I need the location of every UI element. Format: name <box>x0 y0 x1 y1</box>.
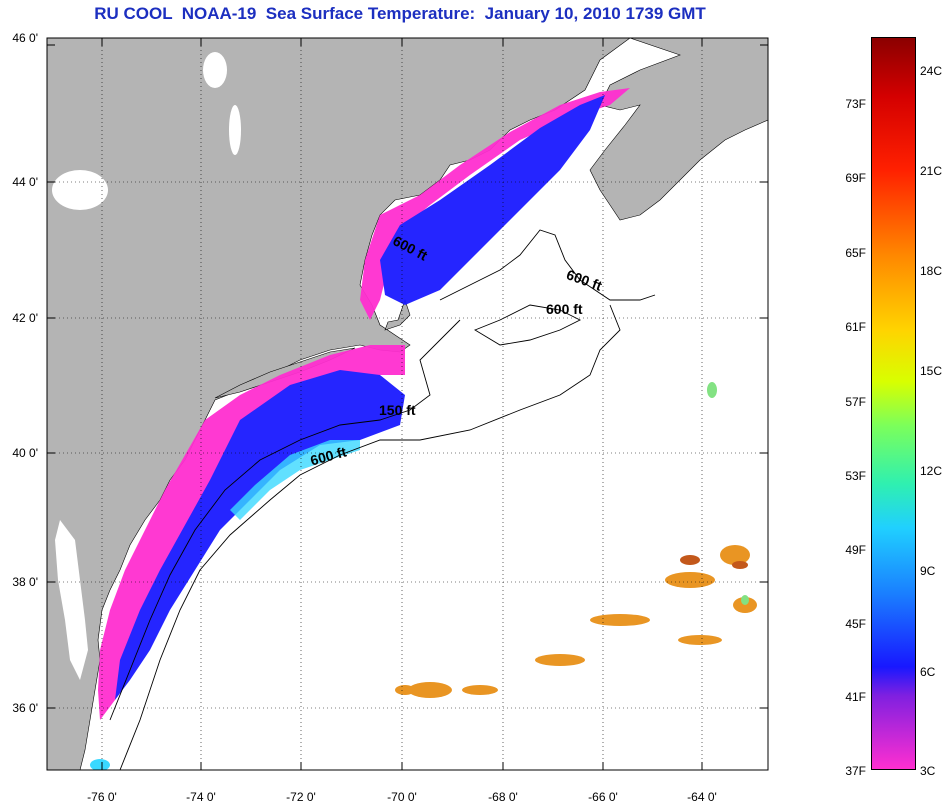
lat-label-40: 40 0' <box>12 446 38 460</box>
colorbar-f-label: 37F <box>845 764 866 778</box>
lat-label-42: 42 0' <box>12 311 38 325</box>
colorbar-f-label: 57F <box>845 395 866 409</box>
sst-green-patches <box>707 382 749 605</box>
lat-label-38: 38 0' <box>12 575 38 589</box>
colorbar-c-label: 15C <box>920 364 943 378</box>
lon-label-72: -72 0' <box>286 790 316 804</box>
colorbar-f-label: 41F <box>845 690 866 704</box>
lake <box>229 105 241 155</box>
sst-band-shelf-edge-mid <box>230 440 360 520</box>
colorbar-f-label: 53F <box>845 469 866 483</box>
sst-hot-patches <box>680 555 748 569</box>
colorbar-c-label: 9C <box>920 564 936 578</box>
sst-warm-patches <box>395 545 757 698</box>
lon-label-64: -64 0' <box>687 790 717 804</box>
colorbar-f-label: 61F <box>845 320 866 334</box>
sst-band-gulf-of-maine-cool <box>380 95 605 305</box>
colorbar-f-label: 69F <box>845 171 866 185</box>
colorbar-c-label: 3C <box>920 764 936 778</box>
colorbar-c-label: 12C <box>920 464 943 478</box>
graticule <box>47 38 768 770</box>
map-title: RU COOL NOAA-19 Sea Surface Temperature:… <box>94 4 706 23</box>
contour-label-150ft: 150 ft <box>379 402 416 418</box>
lon-label-74: -74 0' <box>186 790 216 804</box>
lon-label-70: -70 0' <box>387 790 417 804</box>
colorbar-c-label: 6C <box>920 665 936 679</box>
colorbar-c-label: 18C <box>920 264 943 278</box>
colorbar-c-label: 21C <box>920 164 943 178</box>
contour-150ft <box>109 319 461 721</box>
map-frame <box>46 37 769 771</box>
contour-600ft-south <box>119 304 621 770</box>
colorbar-f-label: 73F <box>845 97 866 111</box>
chesapeake-bay <box>55 520 88 680</box>
colorbar-f-label: 65F <box>845 246 866 260</box>
lon-label-76: -76 0' <box>87 790 117 804</box>
contour-label-600ft-georges: 600 ft <box>546 301 583 317</box>
contour-georges-bank <box>473 304 582 346</box>
lon-label-66: -66 0' <box>588 790 618 804</box>
sst-band-mid-atlantic-cool <box>115 370 405 700</box>
colorbar-f-label: 49F <box>845 543 866 557</box>
lat-label-36: 36 0' <box>12 701 38 715</box>
sst-band-gulf-of-maine-cold <box>360 88 630 320</box>
colorbar-c-label: 24C <box>920 64 943 78</box>
contour-600ft-north <box>439 229 656 301</box>
lake <box>203 52 227 88</box>
lat-label-44: 44 0' <box>12 175 38 189</box>
colorbar-f-label: 45F <box>845 617 866 631</box>
sst-cape-hatteras-mid <box>90 759 110 770</box>
axis-ticks <box>47 38 768 770</box>
colorbar <box>871 37 916 770</box>
lon-label-68: -68 0' <box>488 790 518 804</box>
lake <box>52 170 108 210</box>
lat-label-46: 46 0' <box>12 31 38 45</box>
